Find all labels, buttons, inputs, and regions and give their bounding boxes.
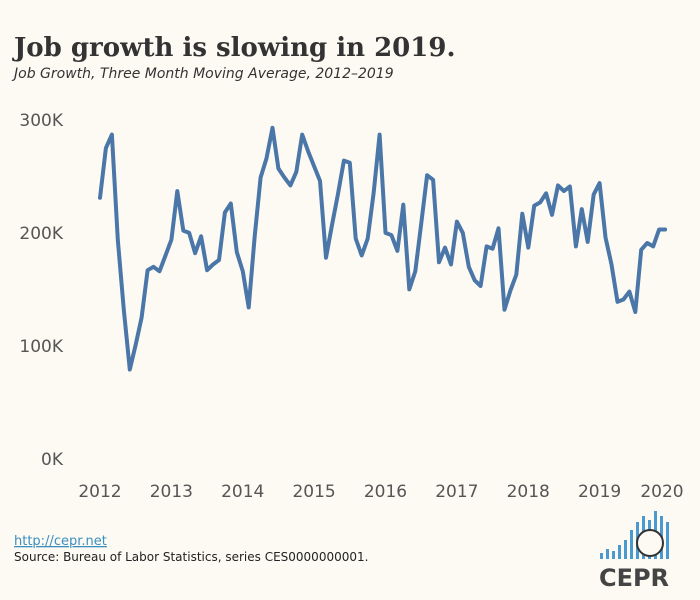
line-series [98,125,668,372]
y-tick-label: 0K [41,450,64,470]
x-tick-label: 2014 [221,482,264,502]
chart-subtitle: Job Growth, Three Month Moving Average, … [11,66,394,82]
source-note: Source: Bureau of Labor Statistics, seri… [14,550,368,564]
x-tick-label: 2016 [364,482,407,502]
x-tick-label: 2020 [640,482,683,502]
x-tick-label: 2015 [292,482,335,502]
x-tick-label: 2012 [78,482,121,502]
x-tick-label: 2019 [578,482,621,502]
x-tick-label: 2018 [507,482,550,502]
chart-title: Job growth is slowing in 2019. [12,33,456,63]
source-link[interactable]: http://cepr.net [14,534,107,549]
logo-globe [636,529,664,557]
y-tick-label: 100K [19,337,63,357]
y-tick-label: 300K [19,111,63,131]
logo-text: CEPR [599,564,669,592]
x-tick-label: 2017 [435,482,478,502]
y-tick-label: 200K [19,224,63,244]
x-tick-label: 2013 [150,482,193,502]
